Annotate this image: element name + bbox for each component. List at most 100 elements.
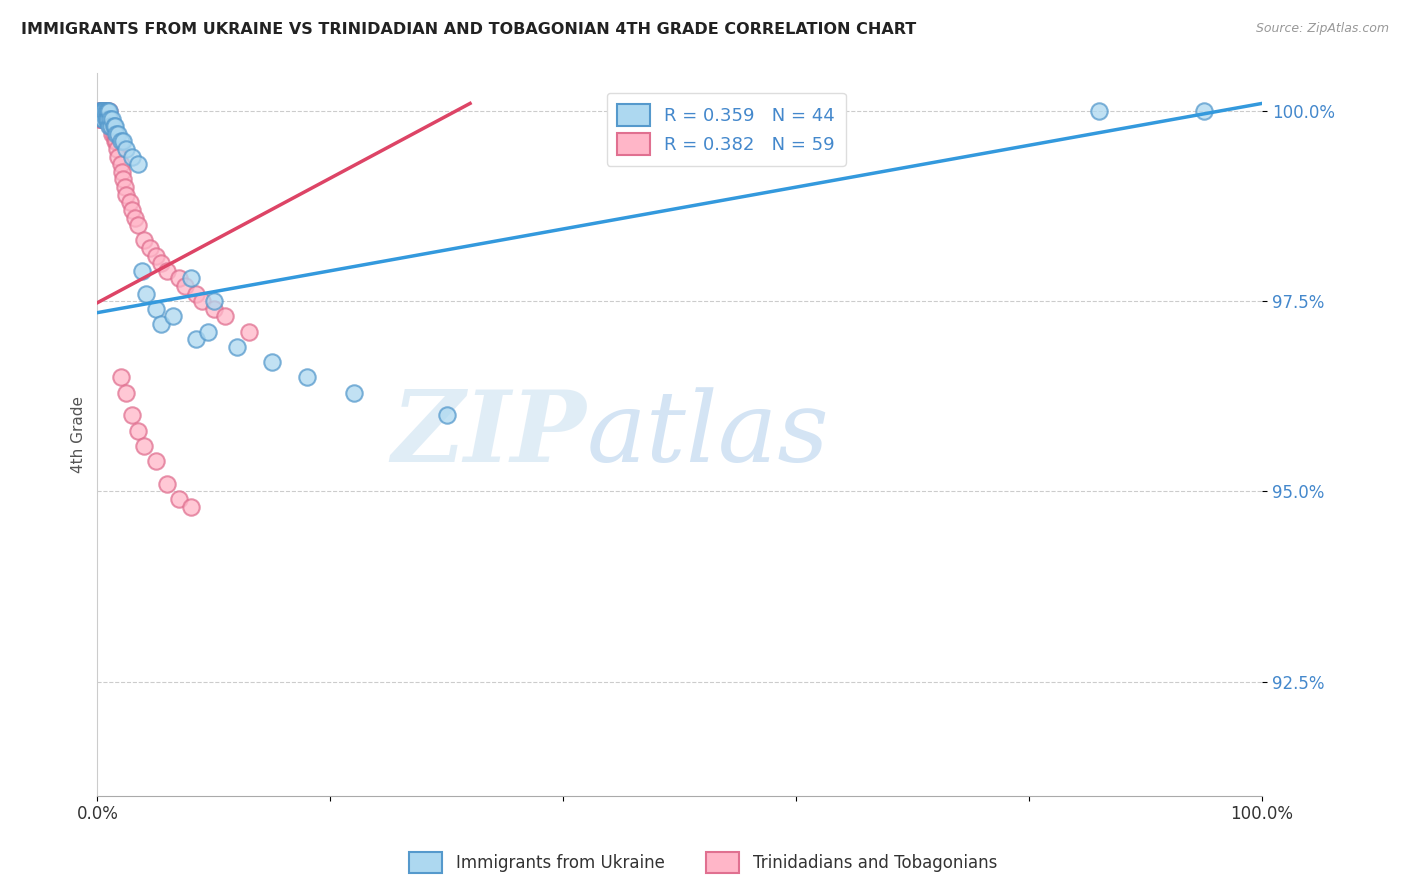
Point <box>90 103 112 118</box>
Point <box>98 120 121 134</box>
Point <box>436 409 458 423</box>
Point <box>139 241 162 255</box>
Point <box>342 385 364 400</box>
Point <box>100 120 122 134</box>
Point <box>180 500 202 514</box>
Point <box>96 112 118 126</box>
Point <box>238 325 260 339</box>
Point <box>93 103 115 118</box>
Point <box>150 317 173 331</box>
Point <box>1088 103 1111 118</box>
Point <box>96 103 118 118</box>
Point <box>87 103 110 118</box>
Point <box>87 112 110 126</box>
Point <box>1192 103 1215 118</box>
Point <box>97 112 120 126</box>
Point <box>107 150 129 164</box>
Point <box>96 103 118 118</box>
Point <box>186 286 208 301</box>
Point <box>127 157 149 171</box>
Point <box>167 271 190 285</box>
Text: IMMIGRANTS FROM UKRAINE VS TRINIDADIAN AND TOBAGONIAN 4TH GRADE CORRELATION CHAR: IMMIGRANTS FROM UKRAINE VS TRINIDADIAN A… <box>21 22 917 37</box>
Point <box>91 112 114 126</box>
Point <box>121 150 143 164</box>
Point <box>145 249 167 263</box>
Point <box>118 195 141 210</box>
Point <box>260 355 283 369</box>
Point <box>295 370 318 384</box>
Point <box>226 340 249 354</box>
Point <box>115 187 138 202</box>
Point <box>115 385 138 400</box>
Point <box>103 127 125 141</box>
Point <box>124 211 146 225</box>
Point <box>89 112 111 126</box>
Point <box>180 271 202 285</box>
Point <box>91 112 114 126</box>
Point <box>90 112 112 126</box>
Point <box>127 424 149 438</box>
Point <box>96 112 118 126</box>
Point <box>91 103 114 118</box>
Point <box>91 103 114 118</box>
Point <box>91 112 114 126</box>
Point <box>110 157 132 171</box>
Point <box>94 112 117 126</box>
Point <box>167 491 190 506</box>
Point <box>93 103 115 118</box>
Text: Source: ZipAtlas.com: Source: ZipAtlas.com <box>1256 22 1389 36</box>
Point <box>145 301 167 316</box>
Point <box>156 264 179 278</box>
Point <box>191 294 214 309</box>
Text: ZIP: ZIP <box>391 386 586 483</box>
Point <box>91 112 114 126</box>
Point <box>90 103 112 118</box>
Point <box>132 439 155 453</box>
Point <box>150 256 173 270</box>
Point <box>101 127 124 141</box>
Legend: R = 0.359   N = 44, R = 0.382   N = 59: R = 0.359 N = 44, R = 0.382 N = 59 <box>606 93 846 166</box>
Point <box>104 135 127 149</box>
Point <box>94 103 117 118</box>
Point <box>135 286 157 301</box>
Point <box>104 135 127 149</box>
Point <box>173 279 195 293</box>
Point <box>105 142 128 156</box>
Point <box>89 103 111 118</box>
Point <box>103 120 125 134</box>
Point <box>156 476 179 491</box>
Point <box>98 103 121 118</box>
Point <box>97 112 120 126</box>
Y-axis label: 4th Grade: 4th Grade <box>72 396 86 473</box>
Text: atlas: atlas <box>586 387 830 482</box>
Point <box>101 112 124 126</box>
Point <box>214 310 236 324</box>
Point <box>186 332 208 346</box>
Point <box>91 103 114 118</box>
Point <box>90 103 112 118</box>
Point <box>111 172 134 186</box>
Point <box>110 370 132 384</box>
Point <box>110 135 132 149</box>
Point <box>202 294 225 309</box>
Point <box>97 103 120 118</box>
Point <box>94 103 117 118</box>
Point <box>127 218 149 232</box>
Point <box>197 325 219 339</box>
Point <box>162 310 184 324</box>
Legend: Immigrants from Ukraine, Trinidadians and Tobagonians: Immigrants from Ukraine, Trinidadians an… <box>402 846 1004 880</box>
Point <box>98 112 121 126</box>
Point <box>98 120 121 134</box>
Point <box>91 103 114 118</box>
Point <box>131 264 153 278</box>
Point <box>94 112 117 126</box>
Point <box>98 103 121 118</box>
Point <box>132 233 155 247</box>
Point <box>111 165 134 179</box>
Point <box>111 135 134 149</box>
Point <box>89 103 111 118</box>
Point <box>115 142 138 156</box>
Point <box>91 103 114 118</box>
Point <box>145 454 167 468</box>
Point <box>87 103 110 118</box>
